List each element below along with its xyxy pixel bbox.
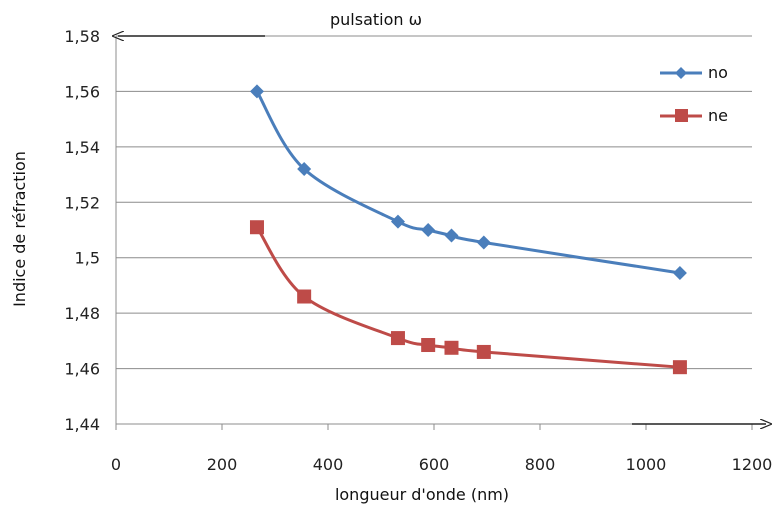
series-line-no	[255, 90, 681, 275]
y-tick-label: 1,44	[64, 415, 100, 434]
y-tick-label: 1,5	[75, 249, 100, 268]
x-axis-title: longueur d'onde (nm)	[335, 485, 509, 504]
y-tick-label: 1,48	[64, 304, 100, 323]
x-tick-label: 1000	[626, 455, 667, 474]
x-tick-label: 200	[207, 455, 238, 474]
legend-ne-marker	[675, 109, 688, 122]
data-point-ne	[444, 340, 459, 355]
data-point-no	[249, 84, 264, 99]
y-tick-label: 1,46	[64, 360, 100, 379]
x-tick-label: 800	[525, 455, 556, 474]
y-axis-title: Indice de réfraction	[10, 151, 29, 307]
data-point-ne	[297, 289, 312, 304]
pulsation-label: pulsation ω	[330, 10, 422, 29]
y-tick-label: 1,54	[64, 138, 100, 157]
series-line-ne	[255, 226, 681, 369]
legend-ne-label: ne	[708, 106, 728, 125]
y-tick-label: 1,52	[64, 193, 100, 212]
data-point-ne	[249, 220, 264, 235]
x-tick-labels: 0 200 400 600 800 1000 1200	[111, 455, 772, 474]
data-point-no	[390, 214, 405, 229]
data-point-ne	[672, 360, 687, 375]
y-tick-labels: 1,44 1,46 1,48 1,5 1,52 1,54 1,56 1,58	[64, 27, 100, 434]
x-tick-label: 0	[111, 455, 121, 474]
x-tick-label: 600	[419, 455, 450, 474]
series	[249, 84, 687, 375]
data-point-no	[476, 235, 491, 250]
data-point-no	[421, 223, 436, 237]
data-point-no	[297, 162, 312, 177]
y-tick-label: 1,58	[64, 27, 100, 46]
gridlines	[116, 35, 752, 370]
x-tick-label: 1200	[732, 455, 773, 474]
data-point-ne	[390, 331, 405, 346]
data-point-no	[444, 228, 459, 243]
data-point-no	[672, 265, 687, 280]
x-tick-label: 400	[313, 455, 344, 474]
data-point-ne	[476, 344, 491, 359]
legend-no-label: no	[708, 63, 728, 82]
y-tick-label: 1,56	[64, 82, 100, 101]
legend-no-marker	[675, 67, 687, 79]
data-point-ne	[421, 338, 436, 353]
legend: no ne	[660, 63, 728, 125]
